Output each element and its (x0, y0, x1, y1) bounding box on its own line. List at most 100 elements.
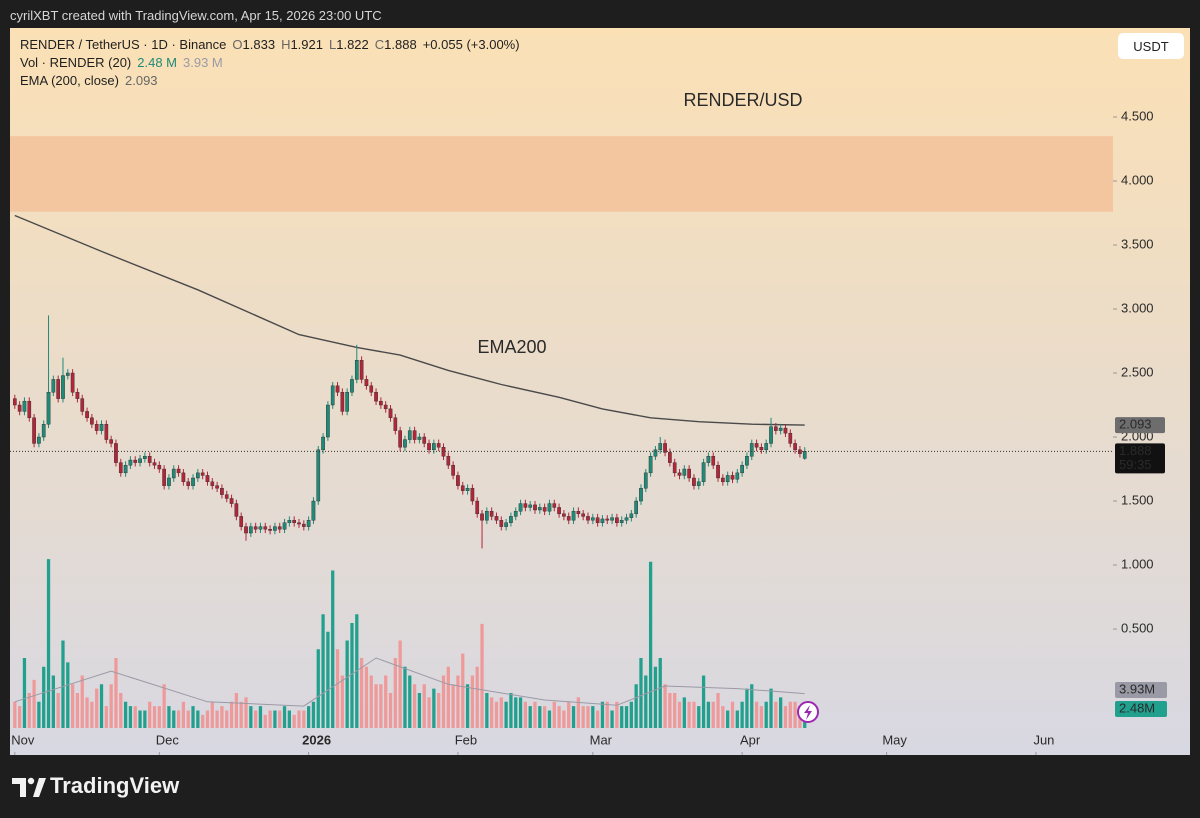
volume-bar (586, 706, 590, 728)
candle-body (273, 526, 277, 531)
volume-bar (581, 706, 585, 728)
candle-body (374, 392, 378, 402)
volume-bar (591, 706, 595, 728)
candle-body (725, 475, 730, 483)
candle-body (171, 468, 176, 479)
currency-button[interactable]: USDT (1118, 33, 1184, 59)
candle-body (687, 468, 691, 479)
volume-bar (46, 559, 51, 728)
volume-bar (451, 684, 455, 728)
volume-bar (461, 653, 465, 728)
candle-body (388, 408, 393, 419)
candle-body (783, 427, 788, 434)
volume-bar (571, 706, 576, 728)
candle-body (364, 379, 369, 387)
volume-bar (682, 697, 686, 728)
candle-body (571, 511, 576, 521)
candle-body (340, 392, 345, 412)
volume-bar (32, 679, 36, 728)
candle-body (412, 430, 417, 440)
candle-body (460, 485, 465, 491)
volume-bar (162, 684, 166, 728)
ohlc: L1.822 (329, 37, 369, 52)
candle-body (94, 424, 99, 431)
volume-bar (398, 640, 402, 728)
volume-bar (639, 658, 643, 728)
ohlc: O1.833 (232, 37, 275, 52)
candle-body (735, 472, 740, 480)
x-tick-label: Apr (740, 732, 761, 747)
candle-body (393, 417, 398, 431)
volume-bar (172, 710, 176, 728)
candle-body (383, 404, 388, 410)
volume-bar (764, 701, 768, 728)
candle-body (277, 526, 282, 530)
candle-body (600, 518, 605, 523)
volume-bar (13, 701, 17, 728)
candle-body (701, 462, 706, 483)
candle-body (624, 517, 629, 521)
volume-bar (706, 701, 711, 728)
volume-ma-line (14, 657, 805, 707)
volume-bar (133, 706, 137, 728)
volume-bar (90, 701, 94, 728)
volume-bar (567, 701, 571, 728)
candle-body (306, 520, 311, 527)
volume-bar (769, 688, 773, 728)
candle-body (557, 507, 561, 515)
brand-logo (12, 777, 46, 797)
volume-bar (668, 693, 672, 728)
plot: 0.5001.0001.5002.0002.5003.0003.5004.000… (10, 108, 1167, 755)
candle-body (27, 400, 32, 419)
candle-body (672, 462, 677, 474)
volume-bar (475, 666, 479, 728)
volume-bar (393, 658, 397, 728)
y-tick-label: 1.000 (1121, 556, 1154, 571)
y-tick-label: 4.500 (1121, 108, 1154, 123)
volume-bar (297, 710, 301, 728)
candle-body (224, 494, 229, 499)
candle-body (51, 379, 56, 393)
volume-badge-label: 2.48M (1119, 700, 1155, 715)
watermark: cyrilXBT created with TradingView.com, A… (10, 8, 382, 23)
volume-bar (316, 649, 320, 728)
ohlc-value: 1.921 (290, 37, 323, 52)
volume-bar (576, 697, 580, 728)
candle-body (513, 511, 518, 517)
volume-bar (215, 710, 219, 728)
candle-body (793, 443, 797, 451)
volume-bar (321, 614, 325, 728)
volume-bar (239, 701, 243, 728)
candle-body (586, 516, 590, 521)
volume-bar (109, 684, 113, 728)
volume-bar (697, 706, 701, 728)
candle-body (456, 475, 460, 486)
ema-name[interactable]: EMA (200, close) (20, 73, 119, 88)
volume-bar (653, 666, 658, 728)
volume-bar (152, 706, 157, 728)
volume-ma: 3.93 M (183, 55, 223, 70)
countdown-label: 59:35 (1119, 457, 1152, 472)
candle-body (518, 503, 523, 512)
volume-bar (85, 697, 89, 728)
candle-body (485, 511, 489, 521)
candle-body (682, 468, 687, 476)
candle-body (465, 488, 470, 491)
volume-bar (528, 706, 532, 728)
volume-bar (615, 701, 619, 728)
volume-bar (191, 706, 195, 728)
x-tick-label: Nov (11, 732, 35, 747)
ema-line (14, 214, 805, 426)
volume-bar (644, 675, 648, 728)
symbol[interactable]: RENDER / TetherUS · 1D · Binance (20, 37, 227, 52)
candle-body (696, 481, 701, 486)
volume-bar (701, 675, 706, 728)
candle-body (595, 517, 600, 523)
candle-body (509, 516, 513, 523)
candle-body (157, 464, 162, 470)
volume-name[interactable]: Vol · RENDER (20) (20, 55, 132, 70)
volume-bar (605, 701, 609, 728)
volume-bar (499, 697, 503, 728)
candle-body (692, 477, 696, 486)
